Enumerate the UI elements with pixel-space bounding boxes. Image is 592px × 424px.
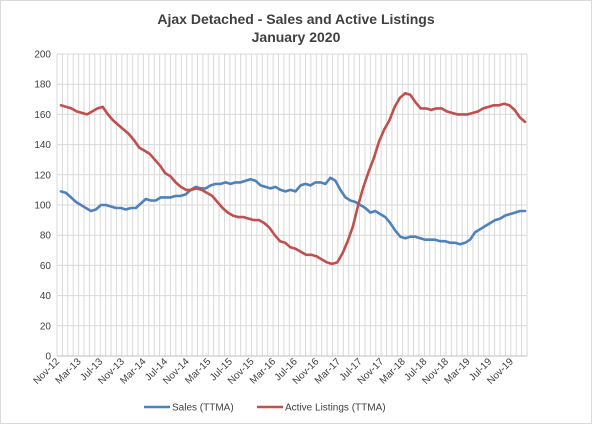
legend: Sales (TTMA) Active Listings (TTMA) <box>144 403 386 414</box>
y-tick-label: 80 <box>40 231 52 242</box>
y-tick-label: 60 <box>40 261 52 272</box>
chart-subtitle: January 2020 <box>251 29 341 45</box>
y-tick-label: 20 <box>40 321 52 332</box>
legend-label: Active Listings (TTMA) <box>285 403 386 414</box>
y-tick-label: 0 <box>45 352 51 363</box>
series-line-active-listings <box>59 92 527 266</box>
y-tick-label: 200 <box>34 50 51 61</box>
y-tick-label: 180 <box>34 80 51 91</box>
series-line-sales <box>59 176 527 246</box>
y-tick-label: 140 <box>34 140 51 151</box>
series-layer <box>59 92 527 266</box>
y-tick-label: 160 <box>34 110 51 121</box>
y-tick-label: 120 <box>34 170 51 181</box>
chart-title: Ajax Detached - Sales and Active Listing… <box>157 11 435 27</box>
plot-area <box>56 53 528 357</box>
y-axis-ticks: 0 20 40 60 80 100 120 140 160 180 200 <box>34 50 51 363</box>
x-axis-ticks: Nov-12Mar-13Jul-13Nov-13Mar-14Jul-14Nov-… <box>32 356 517 387</box>
y-tick-label: 100 <box>34 201 51 212</box>
legend-label: Sales (TTMA) <box>172 403 234 414</box>
y-tick-label: 40 <box>40 291 52 302</box>
